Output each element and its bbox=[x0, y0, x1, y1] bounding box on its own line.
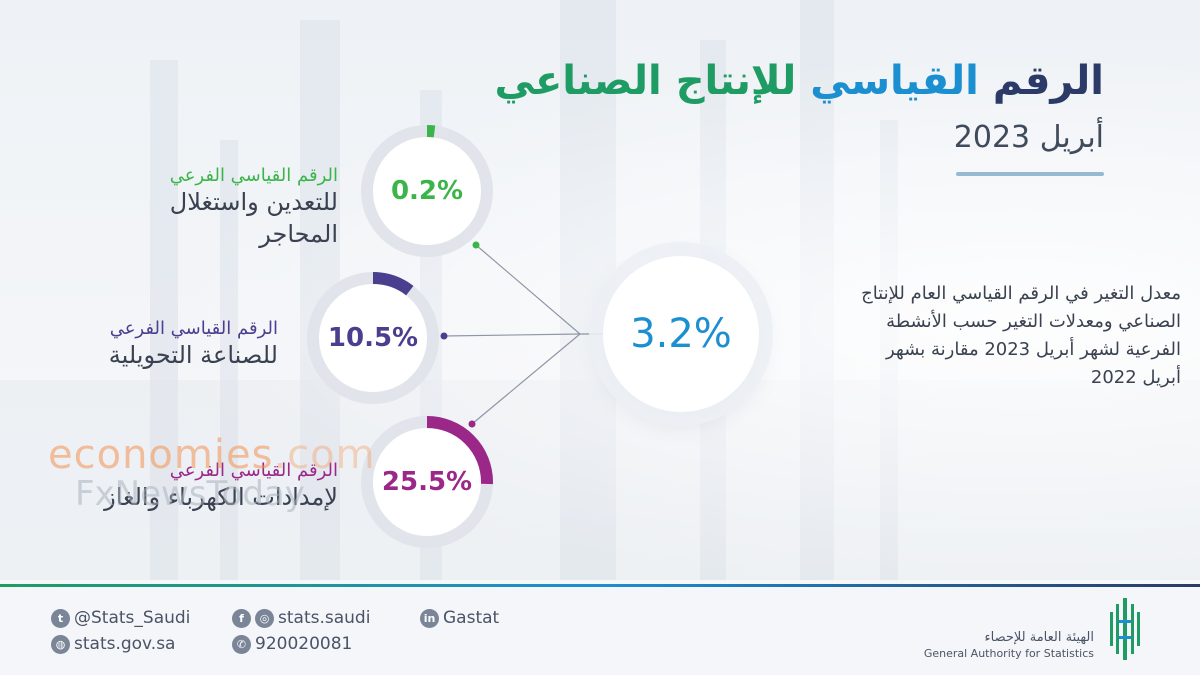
footer-twitter-handle: @Stats_Saudi bbox=[74, 608, 191, 628]
ring-arc-1 bbox=[307, 272, 439, 404]
watermark-economies-text: economies bbox=[48, 432, 274, 478]
globe-icon: ◍ bbox=[51, 634, 70, 654]
footer-website-url: stats.gov.sa bbox=[74, 634, 176, 654]
main-index-description: معدل التغير في الرقم القياسي العام للإنت… bbox=[861, 283, 1181, 388]
connector-dot-3 bbox=[468, 420, 476, 428]
title-word-2: القياسي bbox=[810, 58, 979, 104]
ring-electricity: 25.5% bbox=[359, 414, 495, 550]
title-word-1: الرقم bbox=[992, 58, 1104, 104]
connector-dot-1 bbox=[472, 241, 480, 249]
org-name-en: General Authority for Statistics bbox=[923, 647, 1094, 660]
footer-divider bbox=[0, 584, 1200, 587]
footer-twitter[interactable]: t @Stats_Saudi bbox=[51, 608, 190, 628]
label-manufacturing: الرقم القياسي الفرعي للصناعة التحويلية bbox=[109, 318, 278, 371]
watermark-economies-domain: .com bbox=[273, 432, 376, 478]
footer-social[interactable]: f ◎ stats.saudi bbox=[232, 608, 370, 628]
connector-lines bbox=[440, 241, 610, 428]
ring-value-mining: 0.2% bbox=[390, 176, 464, 206]
linkedin-icon: in bbox=[420, 608, 439, 628]
gastat-logo-icon bbox=[1110, 598, 1140, 660]
ring-arc-2 bbox=[361, 416, 493, 548]
ring-manufacturing: 10.5% bbox=[305, 270, 441, 406]
footer-linkedin-handle: Gastat bbox=[443, 608, 500, 628]
label-manufacturing-line2: للصناعة التحويلية bbox=[108, 341, 278, 369]
footer-linkedin[interactable]: in Gastat bbox=[420, 608, 499, 628]
footer-phone[interactable]: ✆ 920020081 bbox=[232, 634, 352, 654]
footer bbox=[0, 587, 1200, 675]
title-underline bbox=[956, 172, 1104, 176]
label-mining-line1: الرقم القياسي الفرعي bbox=[169, 165, 338, 186]
page-title: الرقم القياسي للإنتاج الصناعي bbox=[494, 58, 1104, 104]
label-mining: الرقم القياسي الفرعي للتعدين واستغلال ال… bbox=[170, 165, 338, 250]
instagram-icon: ◎ bbox=[255, 608, 274, 628]
connector-dot-2 bbox=[440, 332, 448, 340]
footer-website[interactable]: ◍ stats.gov.sa bbox=[51, 634, 175, 654]
label-mining-line2: للتعدين واستغلال bbox=[169, 188, 338, 216]
label-electricity-line2: لإمدادات الكهرباء والغاز bbox=[104, 483, 338, 511]
watermark-economies: economies.com bbox=[48, 432, 376, 478]
footer-phone-number: 920020081 bbox=[255, 634, 353, 654]
label-manufacturing-line1: الرقم القياسي الفرعي bbox=[109, 318, 278, 339]
main-index-value: 3.2% bbox=[630, 311, 732, 357]
background-refinery bbox=[0, 0, 1200, 585]
label-electricity-line1: الرقم القياسي الفرعي bbox=[169, 460, 338, 481]
org-name-ar: الهيئة العامة للإحصاء bbox=[984, 630, 1094, 645]
label-electricity: الرقم القياسي الفرعي لإمدادات الكهرباء و… bbox=[104, 460, 338, 513]
facebook-icon: f bbox=[232, 608, 251, 628]
watermark-fxnews: FxNewsToday bbox=[75, 474, 305, 514]
main-index-circle: 3.2% bbox=[603, 256, 759, 412]
phone-icon: ✆ bbox=[232, 634, 251, 654]
page-subtitle: أبريل 2023 bbox=[953, 120, 1104, 155]
title-word-3: للإنتاج الصناعي bbox=[494, 58, 797, 104]
footer-social-handle: stats.saudi bbox=[278, 608, 371, 628]
label-mining-line3: المحاجر bbox=[259, 220, 338, 248]
ring-arc-0 bbox=[361, 125, 493, 257]
twitter-icon: t bbox=[51, 608, 70, 628]
ring-value-electricity: 25.5% bbox=[381, 467, 473, 497]
ring-mining: 0.2% bbox=[359, 123, 495, 259]
ring-value-manufacturing: 10.5% bbox=[327, 323, 419, 353]
